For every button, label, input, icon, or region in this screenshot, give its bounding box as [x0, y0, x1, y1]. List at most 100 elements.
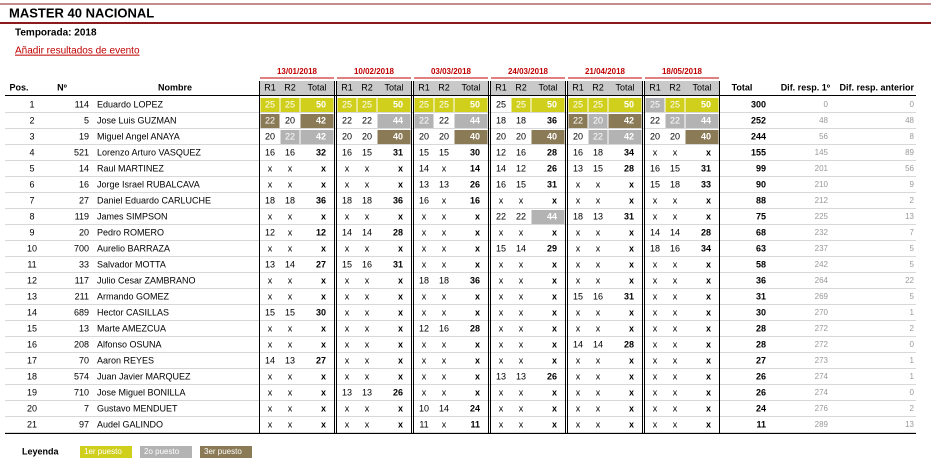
round-score: x [345, 291, 350, 301]
event-total: x [629, 387, 634, 397]
dif-first: 0 [824, 100, 829, 109]
dif-first: 269 [815, 292, 829, 301]
round-score: x [653, 355, 658, 365]
round-score: x [422, 259, 427, 269]
dif-first: 48 [819, 116, 828, 125]
dif-previous: 56 [905, 164, 914, 173]
rider-name: Jose Luis GUZMAN [97, 115, 177, 125]
event-total: x [475, 259, 480, 269]
round-score: x [422, 307, 427, 317]
placing-highlight [665, 98, 685, 112]
event-total: x [706, 147, 711, 157]
round-score: 15 [670, 163, 680, 173]
overall-total: 30 [756, 307, 766, 317]
position: 21 [27, 419, 37, 429]
round-score: x [499, 275, 504, 285]
round-score: x [653, 387, 658, 397]
event-total: x [398, 243, 403, 253]
event-total: 50 [547, 99, 557, 109]
round-score: 25 [496, 99, 506, 109]
event-total: 28 [701, 227, 711, 237]
round-score: 16 [593, 291, 603, 301]
placing-highlight [531, 130, 565, 144]
round-score: x [345, 323, 350, 333]
dif-previous: 1 [910, 308, 915, 317]
round-score: 20 [419, 131, 429, 141]
bib-number: 208 [74, 339, 89, 349]
round-score: 25 [265, 99, 275, 109]
position: 3 [29, 131, 34, 141]
placing-highlight [531, 210, 565, 224]
event-total: x [706, 211, 711, 221]
round-score: x [596, 227, 601, 237]
round-score: x [442, 195, 447, 205]
event-total: x [629, 323, 634, 333]
event-total: 34 [701, 243, 711, 253]
round-score: x [422, 211, 427, 221]
position: 15 [27, 323, 37, 333]
placing-highlight [608, 130, 642, 144]
round-score: x [576, 323, 581, 333]
round-score: x [596, 243, 601, 253]
dif-first: 232 [815, 228, 829, 237]
event-total: x [321, 163, 326, 173]
r2-header: R2 [284, 82, 296, 92]
overall-total: 11 [756, 419, 766, 429]
round-score: x [673, 275, 678, 285]
round-score: 12 [265, 227, 275, 237]
dif-previous: 0 [910, 340, 915, 349]
round-score: x [596, 179, 601, 189]
add-results-link[interactable]: Añadir resultados de evento [15, 46, 140, 57]
round-score: x [345, 419, 350, 429]
round-score: 20 [439, 131, 449, 141]
event-total: x [629, 259, 634, 269]
event-total: x [629, 275, 634, 285]
bib-number: 7 [84, 403, 89, 413]
round-score: 18 [650, 243, 660, 253]
round-score: 16 [265, 147, 275, 157]
round-score: x [442, 355, 447, 365]
round-score: x [345, 179, 350, 189]
dif-first: 145 [815, 148, 829, 157]
event-total: 36 [393, 195, 403, 205]
legend-swatch [200, 446, 252, 458]
position: 7 [29, 195, 34, 205]
rider-name: Pedro ROMERO [97, 227, 164, 237]
round-score: x [576, 403, 581, 413]
round-score: 25 [650, 99, 660, 109]
round-score: x [365, 355, 370, 365]
overall-total: 155 [751, 147, 766, 157]
rider-name: Armando GOMEZ [97, 291, 170, 301]
round-score: x [288, 419, 293, 429]
round-score: 25 [593, 99, 603, 109]
event-total: 40 [547, 131, 557, 141]
page-title: MASTER 40 NACIONAL [9, 5, 154, 20]
round-score: x [673, 147, 678, 157]
placing-highlight [454, 130, 488, 144]
position: 16 [27, 339, 37, 349]
rider-name: Jorge Israel RUBALCAVA [97, 179, 200, 189]
r2-header: R2 [515, 82, 527, 92]
round-score: x [653, 195, 658, 205]
round-score: 22 [573, 115, 583, 125]
placing-highlight [608, 98, 642, 112]
event-total: 36 [547, 115, 557, 125]
round-score: 10 [419, 403, 429, 413]
round-score: x [596, 403, 601, 413]
event-total: x [552, 339, 557, 349]
event-total: x [398, 211, 403, 221]
round-score: x [345, 371, 350, 381]
round-score: 13 [342, 387, 352, 397]
round-score: x [576, 419, 581, 429]
round-score: x [576, 227, 581, 237]
event-total: x [706, 387, 711, 397]
legend-item: 1er puesto [84, 447, 122, 456]
round-score: x [442, 371, 447, 381]
round-score: x [268, 291, 273, 301]
r1-header: R1 [495, 82, 507, 92]
r1-header: R1 [341, 82, 353, 92]
event-total: x [398, 275, 403, 285]
round-score: 15 [650, 179, 660, 189]
round-score: 22 [593, 131, 603, 141]
